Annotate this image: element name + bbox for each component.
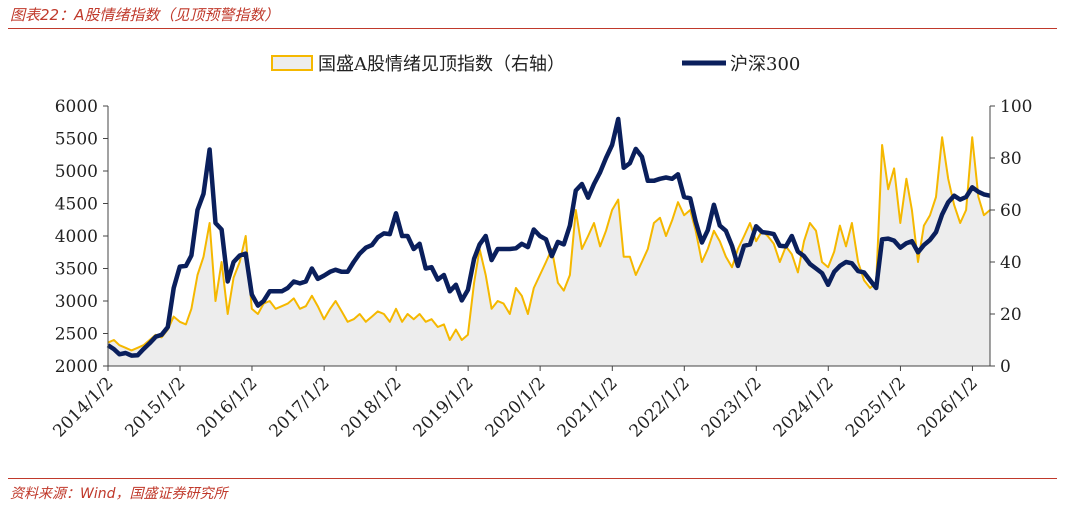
legend: 国盛A股情绪见顶指数（右轴） 沪深300 xyxy=(271,54,800,75)
y-left-tick-label: 3500 xyxy=(55,260,98,280)
y-left-tick-label: 5500 xyxy=(55,130,98,150)
x-tick-label: 2021/1/2 xyxy=(554,373,622,441)
y-right-tick-label: 80 xyxy=(1000,149,1022,169)
x-tick-label: 2023/1/2 xyxy=(698,373,766,441)
y-right-tick-label: 0 xyxy=(1000,357,1011,377)
y-right-tick-label: 100 xyxy=(1000,97,1032,117)
y-left-tick-label: 5000 xyxy=(55,162,98,182)
x-tick-label: 2017/1/2 xyxy=(266,373,334,441)
bottom-divider xyxy=(8,478,1057,479)
y-left-tick-label: 4500 xyxy=(55,195,98,215)
top-divider xyxy=(8,28,1057,29)
y-right-tick-label: 60 xyxy=(1000,201,1022,221)
x-tick-label: 2022/1/2 xyxy=(626,373,694,441)
series-sentiment-area xyxy=(108,137,990,366)
y-left-tick-label: 4000 xyxy=(55,227,98,247)
x-tick-label: 2018/1/2 xyxy=(338,373,406,441)
x-tick-label: 2026/1/2 xyxy=(914,373,982,441)
series-csi300-line xyxy=(106,116,991,358)
y-left-tick-label: 2500 xyxy=(55,325,98,345)
x-tick-label: 2020/1/2 xyxy=(482,373,550,441)
y-left-tick-label: 2000 xyxy=(55,357,98,377)
x-tick-label: 2019/1/2 xyxy=(410,373,478,441)
figure-title: 图表22：A股情绪指数（见顶预警指数） xyxy=(10,6,280,24)
x-tick-label: 2016/1/2 xyxy=(193,373,261,441)
x-tick-label: 2025/1/2 xyxy=(842,373,910,441)
legend-label-csi300: 沪深300 xyxy=(730,54,800,75)
x-tick-label: 2014/1/2 xyxy=(49,373,117,441)
series-sentiment-line xyxy=(107,136,991,352)
legend-label-sentiment: 国盛A股情绪见顶指数（右轴） xyxy=(318,54,565,75)
y-right-tick-label: 40 xyxy=(1000,253,1022,273)
y-left-tick-label: 3000 xyxy=(55,292,98,312)
x-tick-label: 2024/1/2 xyxy=(770,373,838,441)
y-right-tick-label: 20 xyxy=(1000,305,1022,325)
source-note: 资料来源：Wind，国盛证券研究所 xyxy=(10,486,228,502)
legend-swatch-sentiment xyxy=(271,55,313,71)
x-tick-label: 2015/1/2 xyxy=(121,373,189,441)
y-left-tick-label: 6000 xyxy=(55,97,98,117)
chart: 国盛A股情绪见顶指数（右轴） 沪深300 2000250030003500400… xyxy=(49,54,1032,442)
